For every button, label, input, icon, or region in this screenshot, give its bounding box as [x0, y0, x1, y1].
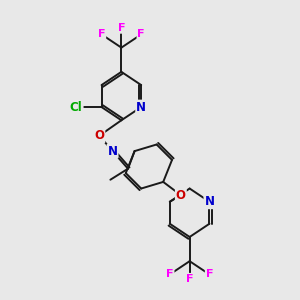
Text: F: F	[186, 274, 194, 284]
Text: N: N	[136, 100, 146, 114]
Text: N: N	[108, 145, 118, 158]
Text: N: N	[204, 195, 214, 208]
Text: F: F	[137, 29, 145, 39]
Text: F: F	[206, 269, 213, 279]
Text: F: F	[166, 269, 174, 279]
Text: O: O	[176, 189, 186, 202]
Text: O: O	[94, 129, 104, 142]
Text: F: F	[118, 23, 125, 33]
Text: Cl: Cl	[70, 100, 83, 114]
Text: F: F	[98, 29, 105, 39]
